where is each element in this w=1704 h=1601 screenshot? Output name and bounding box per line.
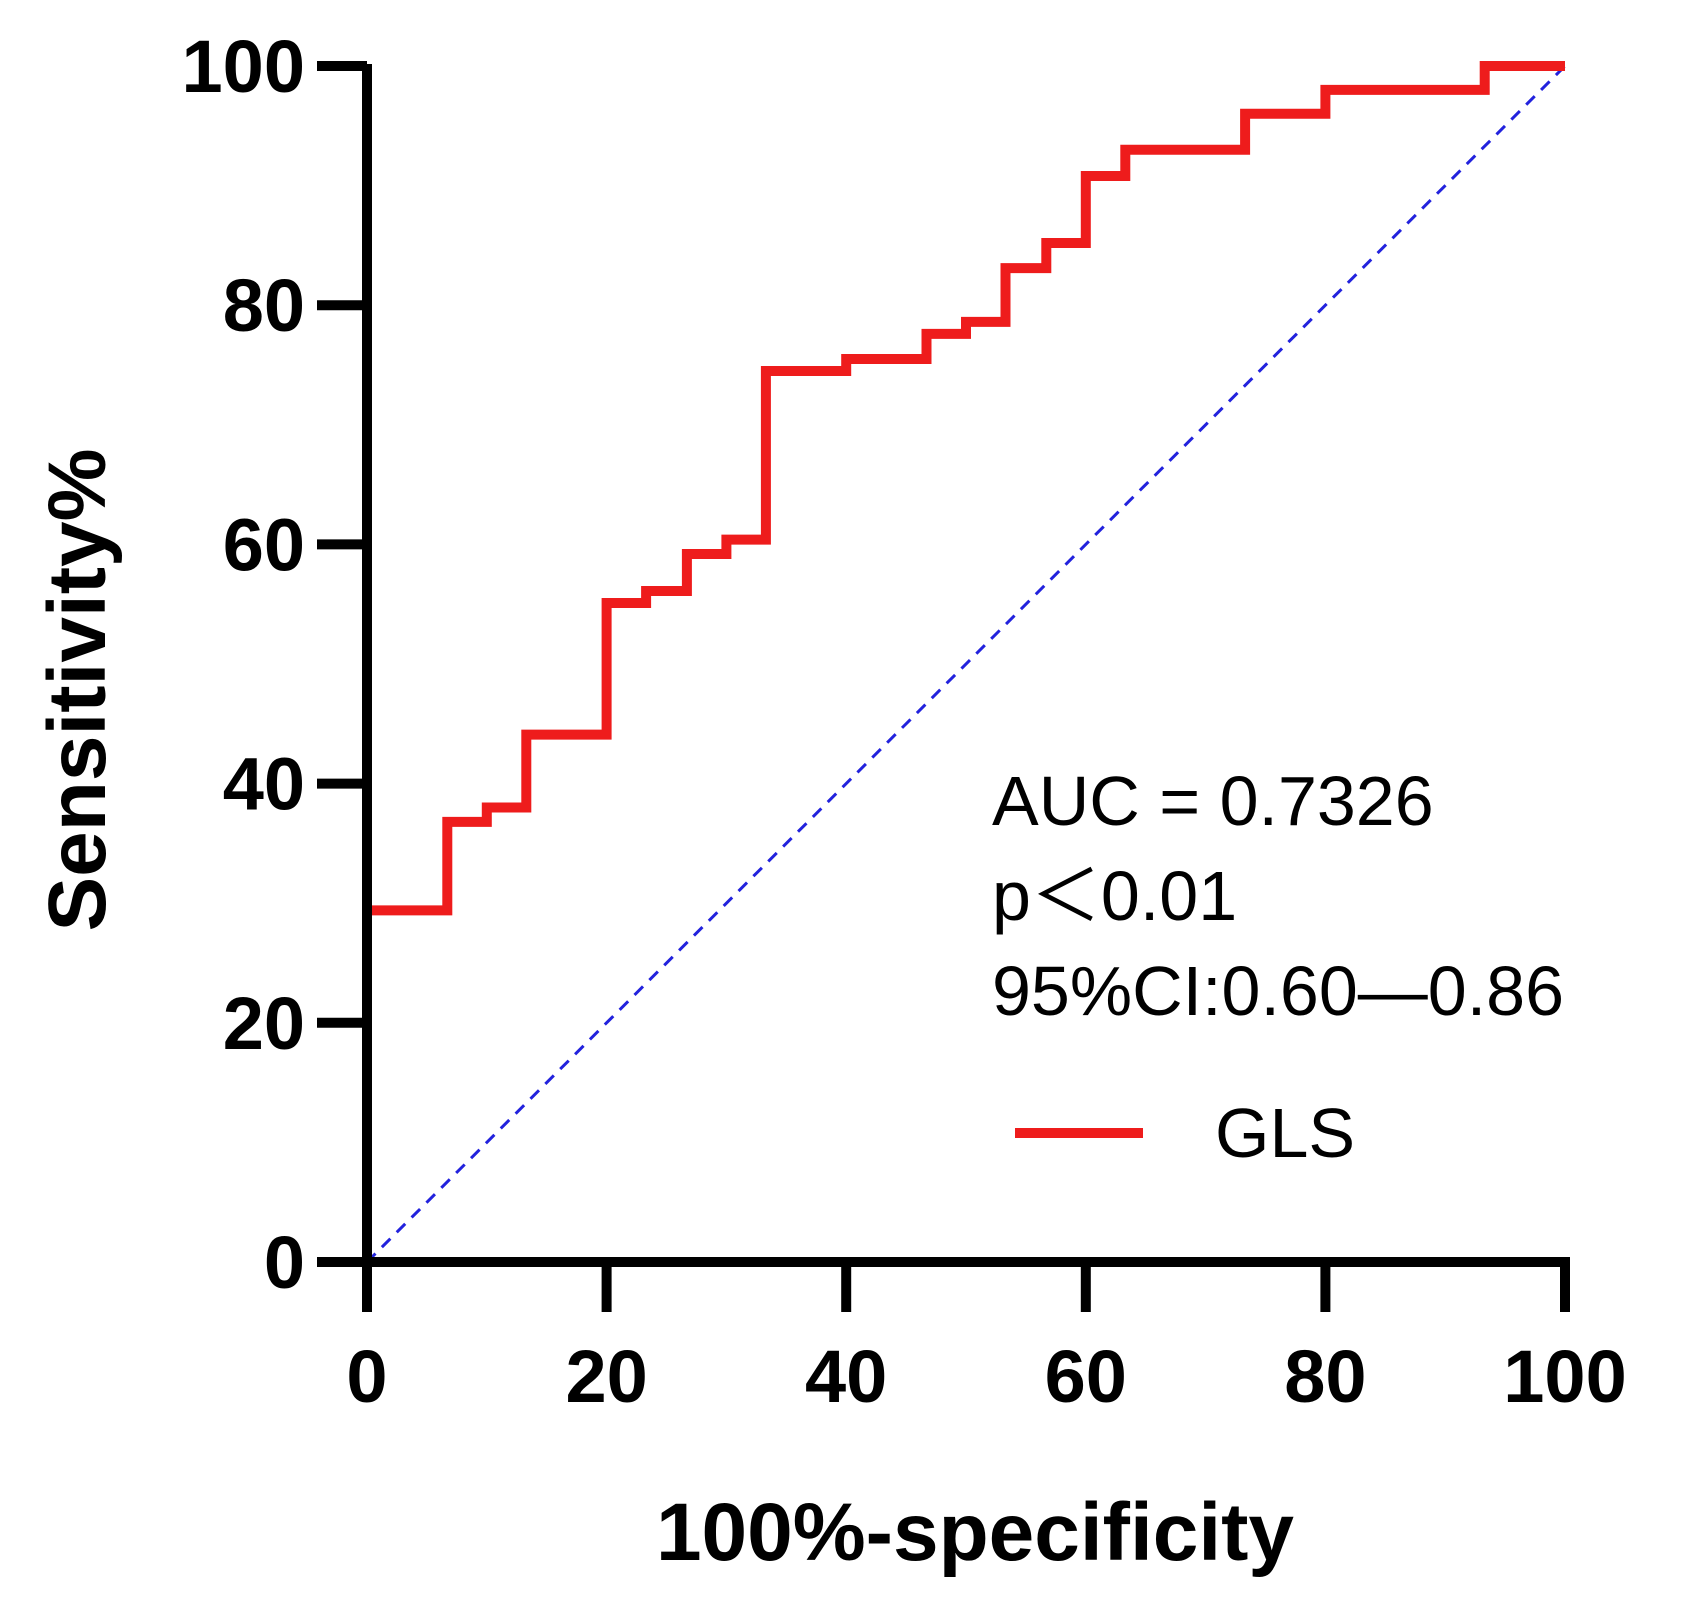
x-tick-label: 80 bbox=[1284, 1335, 1366, 1418]
auc-annotation: AUC = 0.7326 bbox=[992, 762, 1434, 840]
x-axis-title: 100%-specificity bbox=[656, 1487, 1294, 1578]
series-line-reference bbox=[365, 64, 1567, 1264]
x-tick-label: 0 bbox=[346, 1335, 387, 1418]
y-tick-label: 100 bbox=[182, 25, 305, 108]
p-value-annotation: p＜0.01 bbox=[992, 857, 1237, 935]
x-tick-label: 40 bbox=[805, 1335, 887, 1418]
x-tick-label: 20 bbox=[565, 1335, 647, 1418]
y-tick-label: 40 bbox=[223, 743, 305, 826]
ci-annotation: 95%CI:0.60—0.86 bbox=[992, 952, 1564, 1030]
y-tick-label: 80 bbox=[223, 264, 305, 347]
legend: GLS bbox=[1015, 1094, 1355, 1172]
x-tick-label: 100 bbox=[1503, 1335, 1626, 1418]
y-tick-label: 0 bbox=[264, 1221, 305, 1304]
y-tick-label: 60 bbox=[223, 503, 305, 586]
axes: 0 20 40 60 80 100 0 20 40 60 80 100 bbox=[182, 25, 1627, 1418]
series-line-gls bbox=[362, 61, 1565, 1262]
y-axis-title: Sensitivity% bbox=[32, 448, 123, 931]
legend-label-gls: GLS bbox=[1215, 1094, 1355, 1172]
plot-area bbox=[362, 61, 1567, 1264]
x-tick-label: 60 bbox=[1045, 1335, 1127, 1418]
y-tick-label: 20 bbox=[223, 982, 305, 1065]
